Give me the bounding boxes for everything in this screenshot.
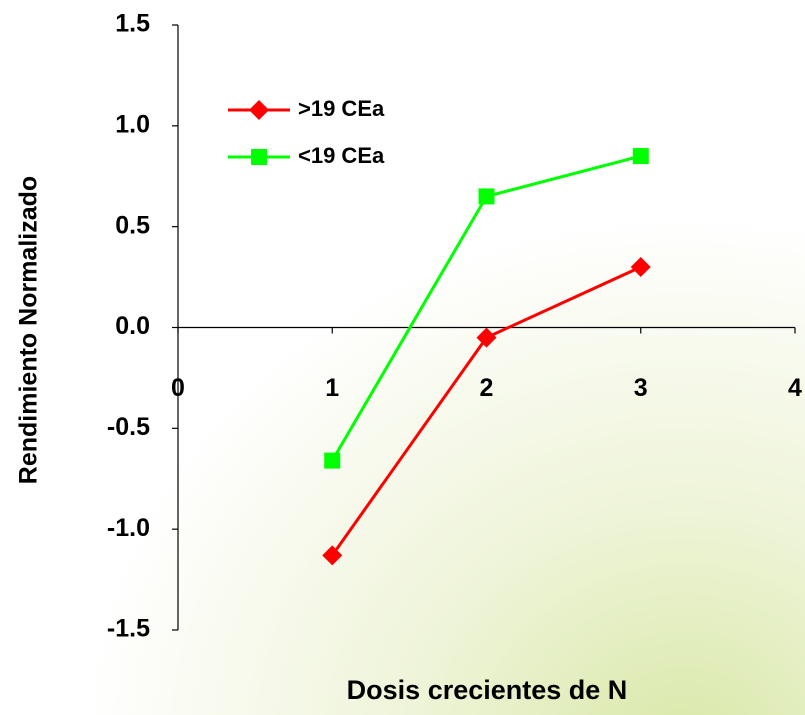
data-point	[324, 452, 341, 469]
legend-label: >19 CEa	[298, 96, 385, 121]
x-tick-label: 0	[171, 374, 185, 402]
y-tick-label: 1.5	[115, 10, 150, 38]
x-axis-title: Dosis crecientes de N	[347, 675, 628, 705]
data-point	[476, 327, 497, 348]
x-tick-label: 1	[325, 374, 339, 402]
data-point	[632, 148, 649, 165]
y-tick-label: 0.0	[115, 312, 150, 340]
x-tick-label: 2	[480, 374, 494, 402]
x-tick-label: 4	[788, 374, 802, 402]
y-axis-title: Rendimiento Normalizado	[15, 176, 43, 484]
x-tick-label: 3	[634, 374, 648, 402]
data-point	[630, 257, 651, 277]
y-tick-label: -0.5	[107, 413, 150, 441]
y-tick-label: -1.5	[107, 615, 150, 643]
legend-marker	[251, 149, 267, 165]
legend-marker	[249, 100, 269, 120]
y-tick-label: 1.0	[115, 110, 150, 138]
data-point	[322, 545, 343, 566]
data-point	[478, 188, 495, 205]
y-tick-label: -1.0	[107, 514, 150, 542]
y-tick-label: 0.5	[115, 211, 150, 239]
legend-label: <19 CEa	[298, 143, 385, 168]
